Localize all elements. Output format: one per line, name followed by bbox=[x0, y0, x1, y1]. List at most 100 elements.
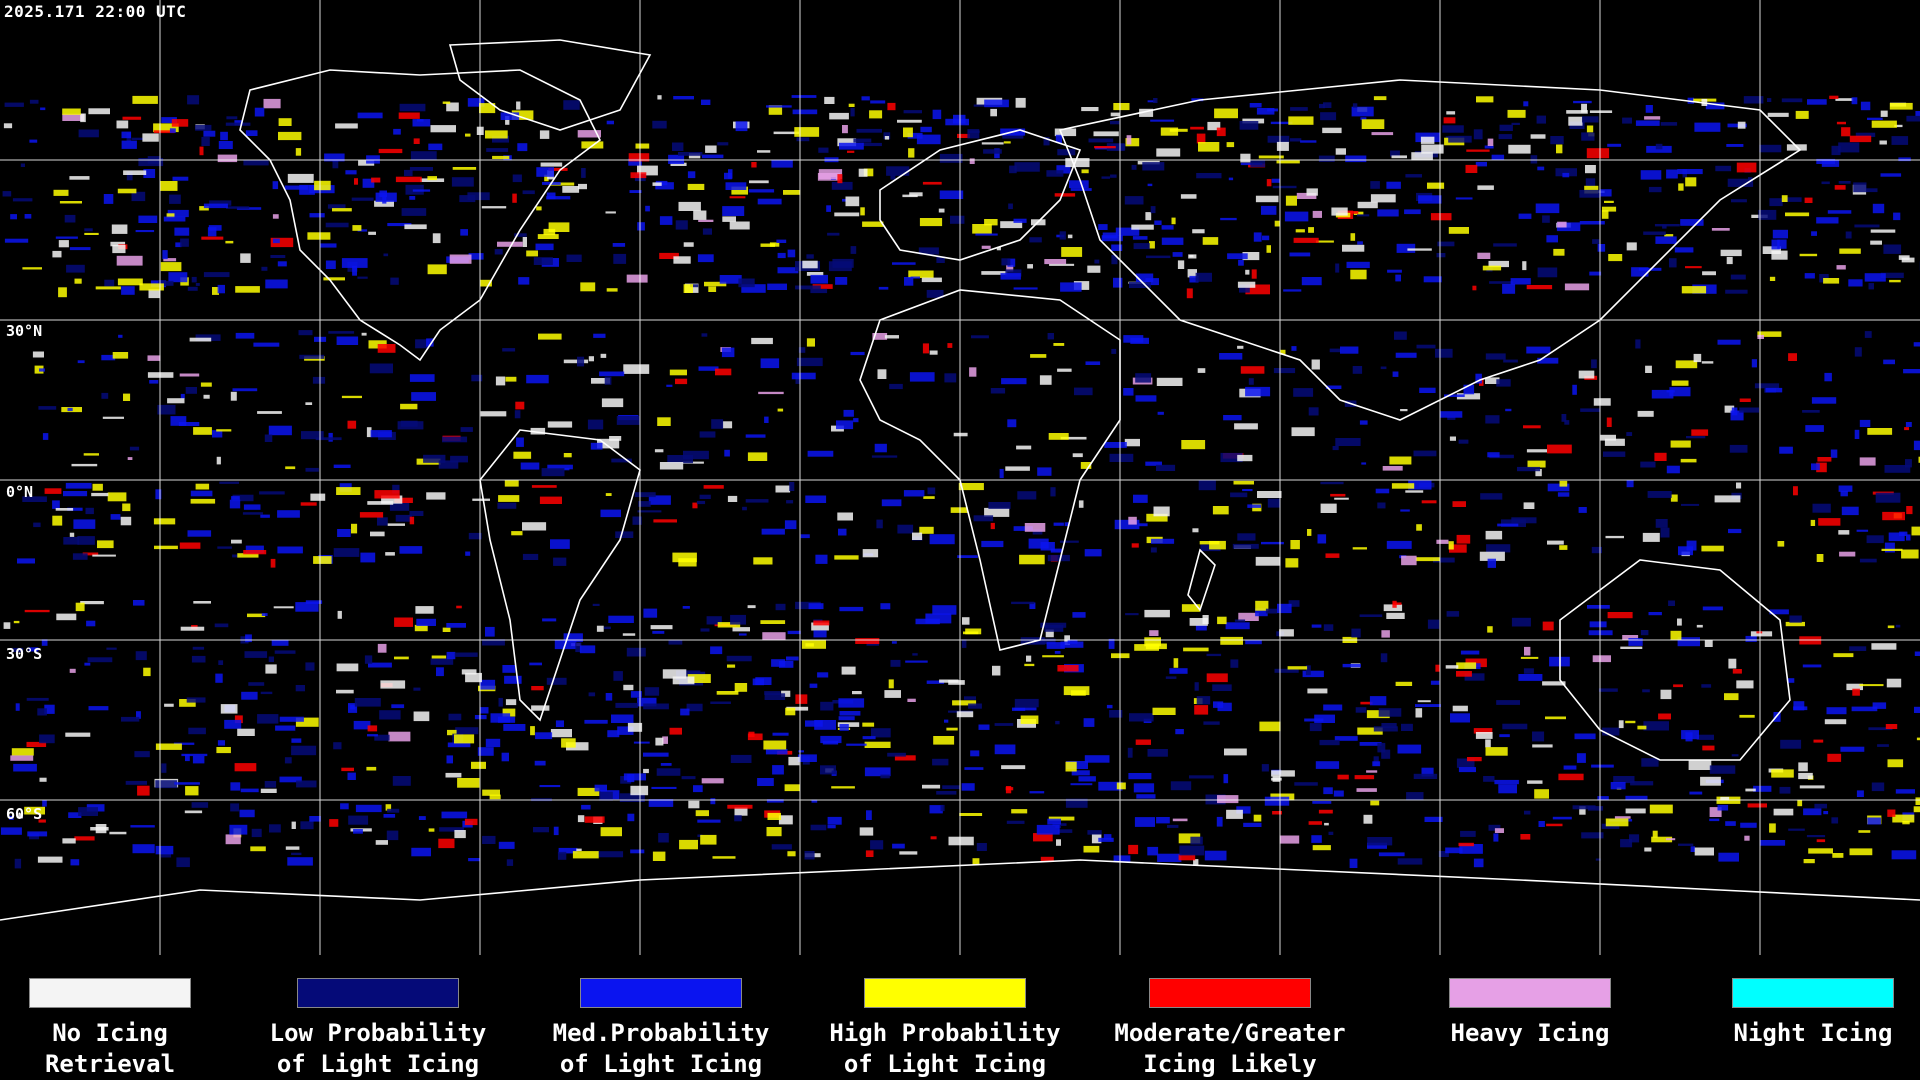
icing-cell bbox=[638, 501, 651, 507]
icing-cell bbox=[637, 697, 657, 707]
icing-cell bbox=[1128, 773, 1152, 780]
icing-cell bbox=[829, 112, 849, 120]
icing-cell bbox=[517, 143, 528, 152]
icing-cell bbox=[619, 793, 645, 802]
icing-cell bbox=[1015, 97, 1026, 108]
icing-cell bbox=[1318, 809, 1333, 814]
icing-cell bbox=[667, 455, 693, 464]
icing-cell bbox=[547, 464, 573, 470]
icing-cell bbox=[1642, 689, 1650, 693]
icing-cell bbox=[1324, 822, 1329, 826]
icing-cell bbox=[388, 731, 411, 742]
icing-cell bbox=[63, 491, 88, 497]
icing-cell bbox=[1074, 387, 1093, 396]
icing-cell bbox=[1274, 668, 1299, 673]
icing-cell bbox=[245, 130, 258, 136]
icing-cell bbox=[1181, 604, 1201, 612]
icing-cell bbox=[275, 725, 296, 731]
icing-cell bbox=[536, 206, 542, 211]
legend-swatch bbox=[1149, 978, 1311, 1008]
icing-cell bbox=[220, 131, 228, 141]
icing-cell bbox=[1701, 361, 1714, 364]
icing-cell bbox=[734, 807, 748, 816]
icing-cell bbox=[426, 338, 434, 347]
icing-cell bbox=[1279, 835, 1300, 844]
icing-cell bbox=[1744, 835, 1750, 841]
icing-cell bbox=[451, 177, 474, 187]
icing-cell bbox=[827, 825, 836, 829]
icing-cell bbox=[1564, 420, 1570, 425]
icing-cell bbox=[925, 613, 952, 624]
icing-cell bbox=[563, 359, 589, 364]
icing-cell bbox=[1129, 282, 1151, 288]
icing-cell bbox=[1808, 848, 1833, 854]
icing-cell bbox=[74, 278, 82, 284]
icing-cell bbox=[375, 840, 388, 845]
icing-cell bbox=[1894, 124, 1903, 128]
icing-cell bbox=[1694, 847, 1714, 856]
icing-cell bbox=[615, 531, 634, 538]
icing-cell bbox=[1413, 773, 1438, 779]
icing-cell bbox=[1892, 814, 1915, 823]
icing-cell bbox=[502, 708, 516, 717]
icing-cell bbox=[1458, 842, 1474, 847]
icing-cell bbox=[428, 143, 443, 151]
icing-cell bbox=[471, 374, 483, 382]
icing-cell bbox=[312, 376, 326, 384]
icing-cell bbox=[1649, 804, 1673, 814]
icing-cell bbox=[430, 125, 456, 133]
icing-cell bbox=[1678, 546, 1693, 556]
icing-cell bbox=[415, 606, 434, 614]
icing-cell bbox=[1378, 708, 1402, 717]
icing-cell bbox=[715, 368, 732, 376]
icing-cell bbox=[1485, 415, 1500, 424]
icing-cell bbox=[1315, 240, 1334, 243]
icing-cell bbox=[1816, 217, 1839, 224]
icing-cell bbox=[932, 758, 949, 766]
icing-cell bbox=[461, 669, 477, 675]
icing-cell bbox=[409, 167, 433, 171]
icing-cell bbox=[1351, 628, 1361, 638]
icing-cell bbox=[1323, 624, 1334, 631]
icing-cell bbox=[1534, 789, 1549, 799]
icing-cell bbox=[1655, 143, 1663, 150]
icing-cell bbox=[504, 675, 522, 684]
icing-cell bbox=[1660, 122, 1678, 126]
icing-cell bbox=[1702, 745, 1715, 751]
icing-cell bbox=[1115, 227, 1140, 236]
icing-cell bbox=[1906, 506, 1913, 515]
icing-cell bbox=[148, 289, 161, 299]
icing-cell bbox=[787, 851, 796, 857]
icing-cell bbox=[367, 501, 394, 505]
icing-cell bbox=[366, 766, 377, 771]
icing-cell bbox=[399, 103, 426, 112]
icing-cell bbox=[465, 133, 471, 137]
icing-cell bbox=[1161, 225, 1174, 230]
icing-cell bbox=[1448, 541, 1454, 550]
icing-cell bbox=[681, 776, 696, 780]
legend-label: Moderate/Greater Icing Likely bbox=[1114, 1019, 1346, 1078]
icing-cell bbox=[91, 492, 109, 497]
icing-cell bbox=[629, 190, 642, 193]
icing-cell bbox=[336, 487, 361, 495]
icing-cell bbox=[1872, 203, 1885, 214]
icing-cell bbox=[1647, 491, 1672, 498]
icing-cell bbox=[864, 767, 891, 777]
icing-cell bbox=[1098, 837, 1114, 842]
icing-cell bbox=[1901, 257, 1915, 263]
icing-cell bbox=[1872, 702, 1887, 709]
icing-cell bbox=[95, 824, 107, 834]
icing-cell bbox=[1887, 809, 1896, 817]
icing-cell bbox=[333, 742, 342, 750]
icing-cell bbox=[1452, 705, 1468, 712]
icing-cell bbox=[865, 850, 874, 857]
icing-cell bbox=[122, 116, 142, 120]
icing-cell bbox=[1535, 203, 1560, 214]
icing-cell bbox=[497, 502, 517, 509]
icing-cell bbox=[884, 335, 899, 339]
icing-cell bbox=[1027, 264, 1033, 269]
icing-cell bbox=[465, 551, 471, 556]
icing-cell bbox=[279, 776, 302, 783]
icing-cell bbox=[1255, 195, 1279, 203]
icing-cell bbox=[1436, 253, 1446, 258]
